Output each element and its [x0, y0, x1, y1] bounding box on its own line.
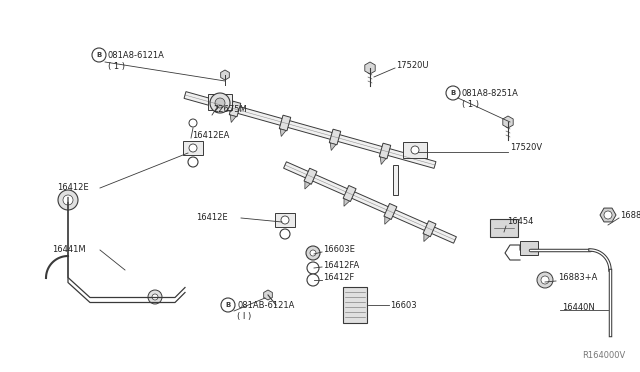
Bar — [183, 141, 203, 155]
Circle shape — [63, 195, 73, 205]
Polygon shape — [392, 165, 397, 195]
Polygon shape — [365, 62, 375, 74]
Text: 16454: 16454 — [507, 218, 533, 227]
Text: 16412FA: 16412FA — [323, 260, 359, 269]
Polygon shape — [423, 221, 436, 237]
Circle shape — [188, 157, 198, 167]
Text: 16603E: 16603E — [323, 246, 355, 254]
Circle shape — [307, 274, 319, 286]
Polygon shape — [304, 168, 317, 184]
Polygon shape — [279, 115, 291, 131]
Circle shape — [537, 272, 553, 288]
Polygon shape — [385, 217, 390, 224]
Text: 16603: 16603 — [390, 301, 417, 310]
Polygon shape — [380, 157, 386, 164]
Circle shape — [148, 290, 162, 304]
Text: ( 1 ): ( 1 ) — [462, 99, 479, 109]
Bar — [275, 213, 295, 227]
Polygon shape — [229, 101, 241, 117]
Polygon shape — [380, 143, 391, 159]
Text: 16883+A: 16883+A — [558, 273, 597, 282]
Polygon shape — [343, 186, 356, 202]
Circle shape — [411, 146, 419, 154]
Text: ( I ): ( I ) — [237, 312, 252, 321]
Polygon shape — [424, 234, 429, 241]
Polygon shape — [330, 143, 336, 151]
Text: 17520U: 17520U — [396, 61, 429, 71]
Polygon shape — [600, 208, 616, 222]
Polygon shape — [280, 129, 286, 137]
Text: B: B — [97, 52, 102, 58]
Circle shape — [152, 294, 158, 300]
Polygon shape — [329, 129, 340, 145]
Text: 17520V: 17520V — [510, 144, 542, 153]
Polygon shape — [384, 203, 397, 219]
Polygon shape — [230, 115, 236, 122]
Text: 16883: 16883 — [620, 211, 640, 219]
Circle shape — [310, 250, 316, 256]
Text: B: B — [451, 90, 456, 96]
Text: ( 1 ): ( 1 ) — [108, 62, 125, 71]
Text: 081A8-8251A: 081A8-8251A — [462, 89, 519, 97]
Polygon shape — [184, 92, 436, 169]
Text: 081A8-6121A: 081A8-6121A — [108, 51, 165, 60]
Circle shape — [216, 98, 224, 106]
Text: 16441M: 16441M — [52, 246, 86, 254]
Text: B: B — [225, 302, 230, 308]
Bar — [520, 241, 538, 255]
Polygon shape — [503, 116, 513, 128]
Circle shape — [306, 246, 320, 260]
Circle shape — [189, 119, 197, 127]
Circle shape — [307, 262, 319, 274]
Text: 16412E: 16412E — [196, 214, 228, 222]
Text: 16412F: 16412F — [323, 273, 355, 282]
Text: 16412E: 16412E — [57, 183, 88, 192]
Polygon shape — [344, 199, 349, 206]
Text: 22675M: 22675M — [213, 106, 247, 115]
Circle shape — [280, 229, 290, 239]
Text: 16412EA: 16412EA — [192, 131, 229, 140]
Bar — [403, 142, 427, 158]
Polygon shape — [284, 162, 456, 243]
Circle shape — [541, 276, 549, 284]
Bar — [490, 219, 518, 237]
Circle shape — [281, 216, 289, 224]
Circle shape — [189, 144, 197, 152]
Polygon shape — [221, 70, 229, 80]
Polygon shape — [264, 290, 273, 300]
Circle shape — [210, 93, 230, 113]
Bar — [343, 287, 367, 323]
Circle shape — [604, 211, 612, 219]
Text: 081AB-6121A: 081AB-6121A — [237, 301, 294, 310]
Circle shape — [58, 190, 78, 210]
Bar — [208, 94, 232, 110]
Polygon shape — [305, 182, 310, 189]
Text: 16440N: 16440N — [562, 304, 595, 312]
Circle shape — [215, 98, 225, 108]
Text: R164000V: R164000V — [582, 350, 625, 359]
